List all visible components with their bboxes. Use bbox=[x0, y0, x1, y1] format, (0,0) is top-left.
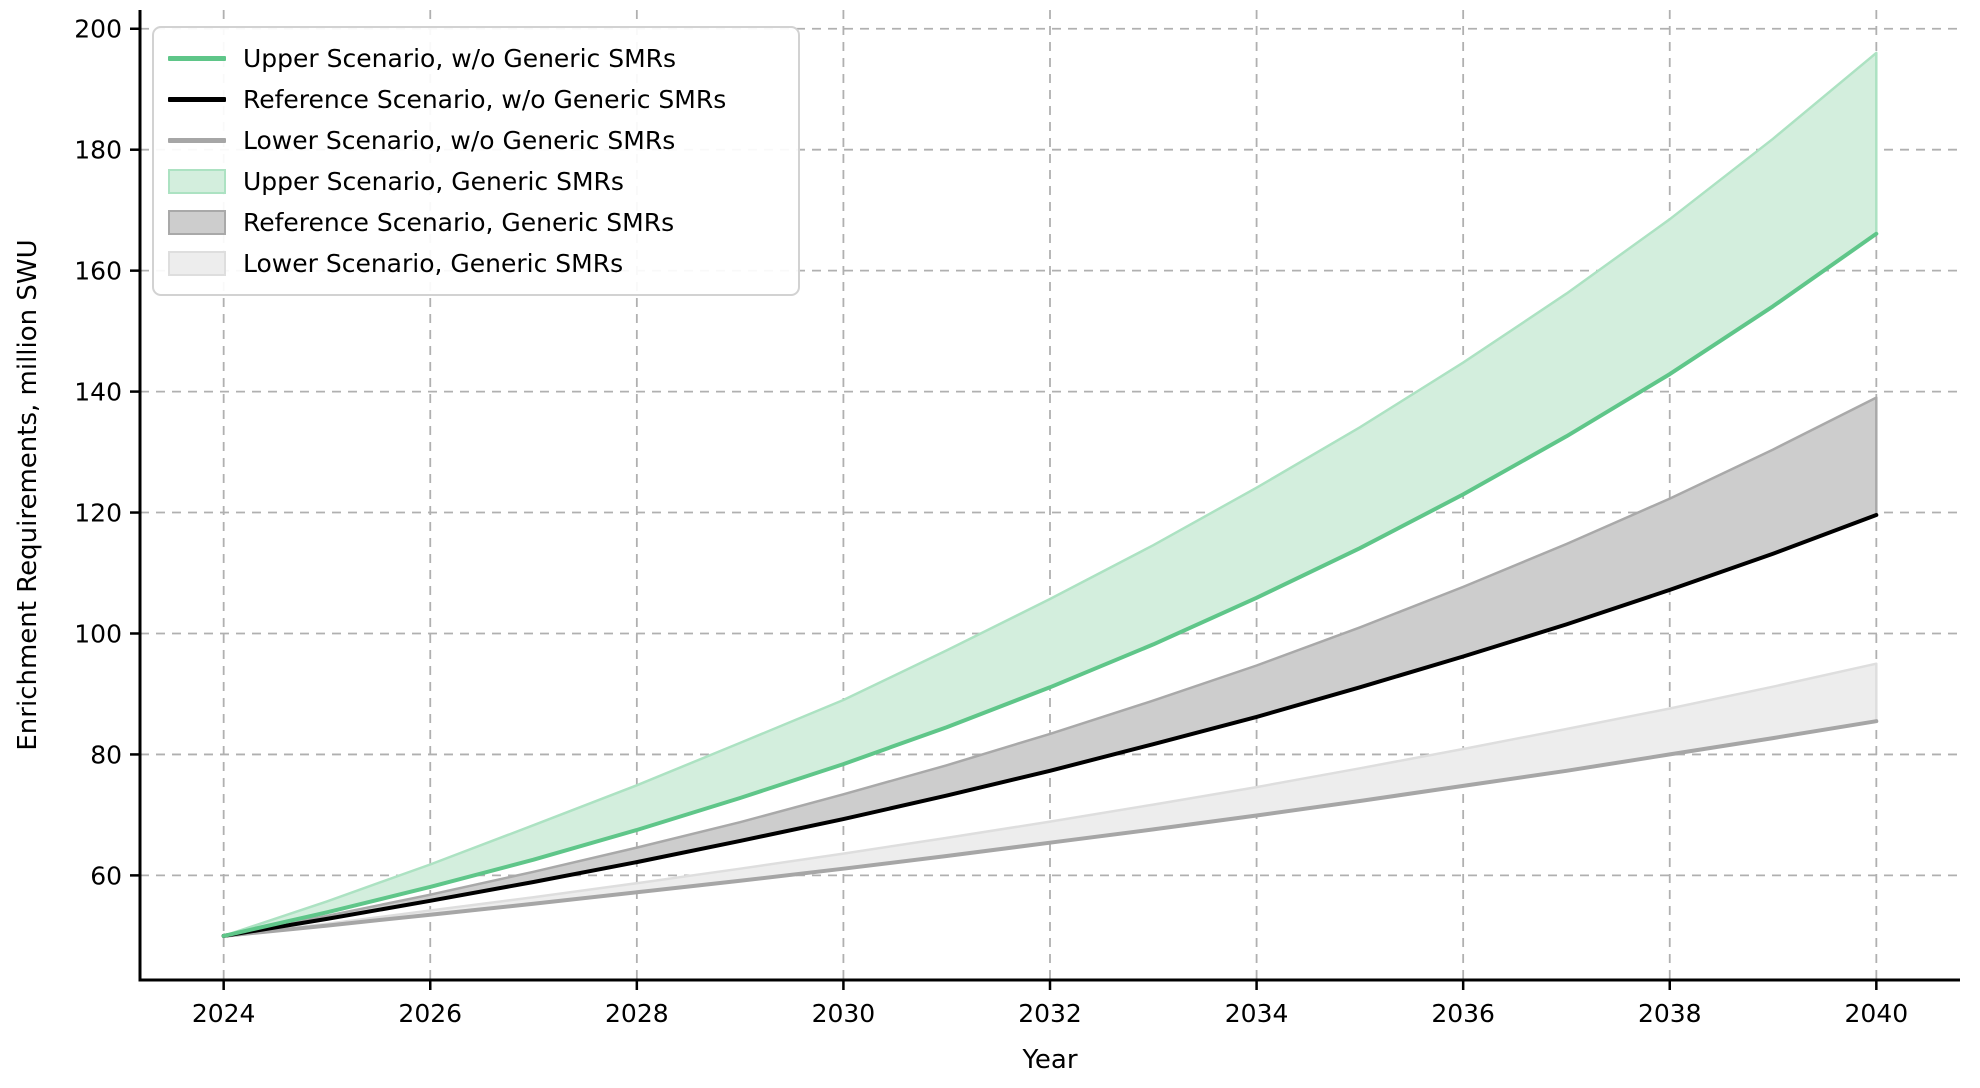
legend-item: Reference Scenario, w/o Generic SMRs bbox=[168, 79, 784, 120]
y-tick-label: 140 bbox=[74, 378, 122, 407]
x-tick-label: 2040 bbox=[1845, 999, 1909, 1028]
legend-label: Upper Scenario, w/o Generic SMRs bbox=[243, 44, 677, 73]
x-tick-label: 2036 bbox=[1431, 999, 1495, 1028]
x-tick-label: 2038 bbox=[1638, 999, 1702, 1028]
legend-patch-swatch bbox=[168, 169, 226, 194]
legend-label: Lower Scenario, Generic SMRs bbox=[243, 249, 624, 278]
swatch-color bbox=[168, 56, 226, 61]
legend-label: Reference Scenario, w/o Generic SMRs bbox=[243, 85, 727, 114]
swatch-color bbox=[168, 97, 226, 102]
x-tick-label: 2024 bbox=[192, 999, 256, 1028]
legend-patch-swatch bbox=[168, 210, 226, 235]
legend: Upper Scenario, w/o Generic SMRs Referenc… bbox=[152, 26, 800, 296]
swatch-color bbox=[168, 169, 226, 194]
line-reference-scenario-w-o-generic-smrs bbox=[221, 513, 1879, 938]
legend-label: Upper Scenario, Generic SMRs bbox=[243, 167, 624, 196]
legend-label: Lower Scenario, w/o Generic SMRs bbox=[243, 126, 676, 155]
line-upper-scenario-w-o-generic-smrs bbox=[221, 231, 1879, 938]
y-tick-label: 80 bbox=[90, 740, 122, 769]
x-tick-label: 2026 bbox=[398, 999, 462, 1028]
y-axis-label: Enrichment Requirements, million SWU bbox=[13, 239, 43, 750]
swatch-color bbox=[168, 210, 226, 235]
line-series bbox=[221, 231, 1879, 938]
legend-item: Lower Scenario, Generic SMRs bbox=[168, 243, 784, 284]
line-lower-scenario-w-o-generic-smrs bbox=[221, 719, 1879, 938]
legend-patch-swatch bbox=[168, 251, 226, 276]
legend-line-swatch bbox=[168, 138, 226, 143]
x-tick-label: 2028 bbox=[605, 999, 669, 1028]
y-tick-label: 200 bbox=[74, 15, 122, 44]
y-tick-label: 120 bbox=[74, 499, 122, 528]
x-tick-label: 2034 bbox=[1225, 999, 1289, 1028]
swatch-color bbox=[168, 138, 226, 143]
legend-item: Reference Scenario, Generic SMRs bbox=[168, 202, 784, 243]
legend-item: Lower Scenario, w/o Generic SMRs bbox=[168, 120, 784, 161]
legend-item: Upper Scenario, w/o Generic SMRs bbox=[168, 38, 784, 79]
x-tick-label: 2032 bbox=[1018, 999, 1082, 1028]
legend-label: Reference Scenario, Generic SMRs bbox=[243, 208, 675, 237]
y-tick-label: 160 bbox=[74, 257, 122, 286]
tick-marks-and-labels: 2024 2026 2028 2030 2032 2034 2036 2038 2040 60 80… bbox=[74, 15, 1908, 1028]
y-tick-label: 60 bbox=[90, 861, 122, 890]
legend-item: Upper Scenario, Generic SMRs bbox=[168, 161, 784, 202]
legend-line-swatch bbox=[168, 97, 226, 102]
swatch-color bbox=[168, 251, 226, 276]
legend-line-swatch bbox=[168, 56, 226, 61]
x-axis-label: Year bbox=[1021, 1045, 1077, 1075]
x-tick-label: 2030 bbox=[812, 999, 876, 1028]
y-tick-label: 180 bbox=[74, 136, 122, 165]
y-tick-label: 100 bbox=[74, 619, 122, 648]
